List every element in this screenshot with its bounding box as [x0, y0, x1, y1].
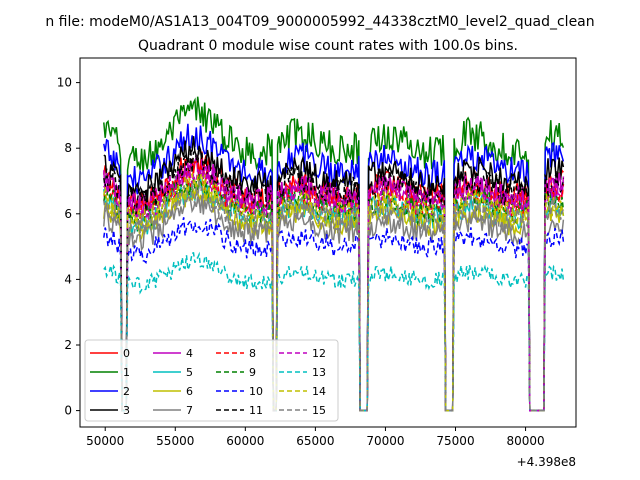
- x-tick-label: 80000: [506, 434, 544, 448]
- y-tick-label: 4: [64, 272, 72, 286]
- y-tick-label: 8: [64, 141, 72, 155]
- figure-suptitle: n file: modeM0/AS1A13_004T09_9000005992_…: [45, 14, 594, 30]
- series-line-12: [103, 162, 565, 412]
- plot-area: 50000 55000 60000 65000 70000 75000 80000 0 2 4 6…: [57, 57, 577, 469]
- legend-label-2: 2: [123, 385, 130, 398]
- y-tick-label: 6: [64, 207, 72, 221]
- series-layer: [103, 96, 565, 412]
- series-line-13: [103, 251, 565, 412]
- legend-label-8: 8: [249, 347, 256, 360]
- legend-label-11: 11: [249, 404, 263, 417]
- x-tick-label: 70000: [366, 434, 404, 448]
- series-line-15: [103, 180, 565, 412]
- legend-label-9: 9: [249, 366, 256, 379]
- legend-label-15: 15: [312, 404, 326, 417]
- series-line-14: [103, 171, 565, 412]
- x-axis: 50000 55000 60000 65000 70000 75000 80000: [86, 427, 545, 448]
- legend-label-10: 10: [249, 385, 263, 398]
- x-offset-label: +4.398e8: [517, 455, 576, 469]
- x-tick-label: 75000: [436, 434, 474, 448]
- x-tick-label: 50000: [86, 434, 124, 448]
- legend-label-13: 13: [312, 366, 326, 379]
- y-axis: 0 2 4 6 8 10: [57, 76, 80, 418]
- series-line-7: [103, 195, 565, 412]
- legend-label-4: 4: [186, 347, 193, 360]
- y-tick-label: 0: [64, 404, 72, 418]
- legend-label-3: 3: [123, 404, 130, 417]
- y-tick-label: 2: [64, 338, 72, 352]
- legend-label-7: 7: [186, 404, 193, 417]
- legend-label-12: 12: [312, 347, 326, 360]
- y-tick-label: 10: [57, 76, 72, 90]
- legend-label-1: 1: [123, 366, 130, 379]
- chart-title: Quadrant 0 module wise count rates with …: [138, 38, 518, 54]
- legend-label-6: 6: [186, 385, 193, 398]
- legend-label-14: 14: [312, 385, 326, 398]
- legend-box: [84, 339, 339, 422]
- x-tick-label: 65000: [296, 434, 334, 448]
- x-tick-label: 55000: [156, 434, 194, 448]
- legend-label-5: 5: [186, 366, 193, 379]
- x-tick-label: 60000: [226, 434, 264, 448]
- legend-label-0: 0: [123, 347, 130, 360]
- axes-frame: [79, 57, 577, 428]
